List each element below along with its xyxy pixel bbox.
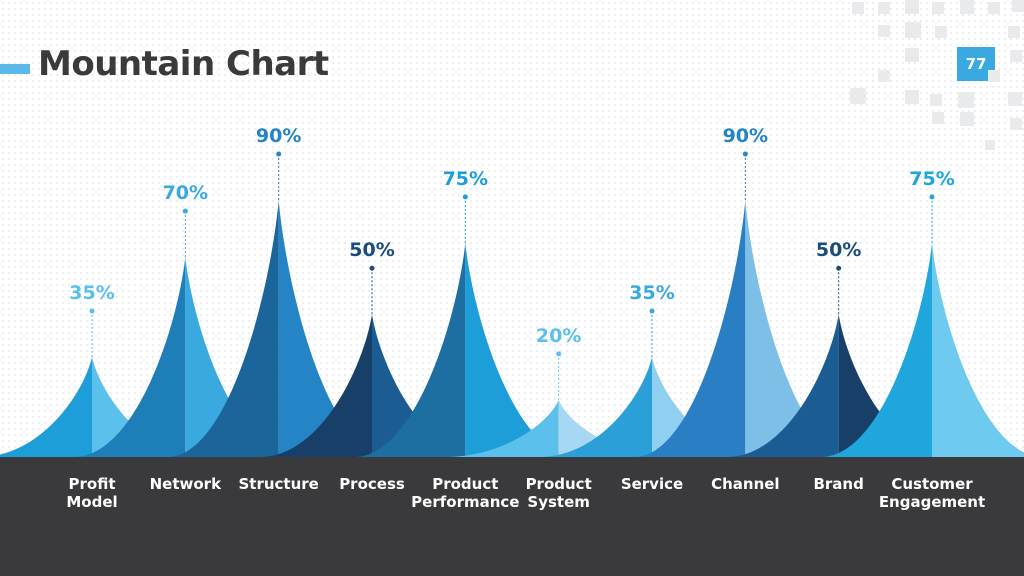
category-label-line: System xyxy=(527,493,590,511)
mountain-peak-right-3 xyxy=(278,200,389,457)
mountain-peak-left-8 xyxy=(635,200,746,457)
mountain-peak-right-2 xyxy=(185,257,296,457)
mountain-peak-right-8 xyxy=(745,200,856,457)
decorative-square xyxy=(930,94,942,106)
decorative-square xyxy=(932,112,944,124)
mountain-peak-right-6 xyxy=(558,399,669,457)
decorative-square xyxy=(1010,50,1022,62)
decorative-square xyxy=(988,2,1000,14)
category-label-line: Engagement xyxy=(878,493,986,511)
value-label-7: 35% xyxy=(629,282,674,304)
decorative-square xyxy=(850,88,866,104)
category-label-9: Brand xyxy=(779,475,899,493)
category-label-line: Profit xyxy=(68,475,116,493)
category-label-line: Model xyxy=(66,493,118,511)
decorative-square xyxy=(878,70,890,82)
value-label-4: 50% xyxy=(349,239,394,261)
leader-dot-10 xyxy=(929,194,935,200)
leader-dot-9 xyxy=(836,265,842,271)
decorative-square xyxy=(905,22,921,38)
mountain-peak-right-9 xyxy=(838,314,949,457)
value-label-6: 20% xyxy=(536,325,581,347)
decorative-square xyxy=(988,70,1000,82)
value-label-1: 35% xyxy=(69,282,114,304)
decorative-square xyxy=(958,92,974,108)
leader-dot-5 xyxy=(462,194,468,200)
decorative-square xyxy=(960,112,974,126)
value-label-3: 90% xyxy=(256,125,301,147)
page-title: Mountain Chart xyxy=(38,44,329,84)
category-label-line: Structure xyxy=(238,475,319,493)
category-label-10: Customer Engagement xyxy=(872,475,992,511)
category-label-6: Product System xyxy=(499,475,619,511)
category-label-1: Profit Model xyxy=(32,475,152,511)
category-label-line: Product xyxy=(525,475,592,493)
mountain-peak-right-10 xyxy=(932,242,1024,457)
category-label-line: Service xyxy=(620,475,684,493)
decorative-square xyxy=(1010,118,1022,130)
category-label-line: Performance xyxy=(411,493,520,511)
leader-dot-4 xyxy=(369,265,375,271)
decorative-square xyxy=(1008,26,1020,38)
decorative-square xyxy=(960,0,974,14)
decorative-square xyxy=(878,25,890,37)
value-label-8: 90% xyxy=(723,125,768,147)
category-label-3: Structure xyxy=(219,475,339,493)
category-label-line: Process xyxy=(339,475,405,493)
leader-dot-1 xyxy=(89,308,95,314)
decorative-square xyxy=(935,26,947,38)
mountain-peak-left-9 xyxy=(728,314,839,457)
mountain-peak-left-3 xyxy=(168,200,279,457)
title-accent-bar xyxy=(0,64,30,74)
mountain-peak-left-7 xyxy=(542,357,652,457)
mountain-peak-right-4 xyxy=(372,314,482,457)
mountain-peak-left-6 xyxy=(448,399,559,457)
decorative-square xyxy=(1012,0,1024,12)
mountain-peak-right-5 xyxy=(465,242,576,457)
category-label-line: Customer xyxy=(891,475,973,493)
category-label-5: Product Performance xyxy=(405,475,525,511)
decorative-square xyxy=(852,2,864,14)
leader-dot-6 xyxy=(556,351,562,357)
category-label-7: Service xyxy=(592,475,712,493)
decorative-square xyxy=(905,0,919,14)
leader-dot-8 xyxy=(742,151,748,157)
mountain-peak-left-2 xyxy=(75,257,186,457)
category-label-line: Network xyxy=(149,475,222,493)
leader-dot-3 xyxy=(276,151,282,157)
value-label-10: 75% xyxy=(909,168,954,190)
decorative-square xyxy=(1008,92,1022,106)
decorative-square xyxy=(905,48,919,62)
mountain-peak-left-5 xyxy=(355,242,466,457)
category-label-4: Process xyxy=(312,475,432,493)
decorative-square xyxy=(905,90,919,104)
decorative-square xyxy=(878,2,890,14)
leader-dot-2 xyxy=(182,208,188,214)
value-label-2: 70% xyxy=(163,182,208,204)
category-label-2: Network xyxy=(125,475,245,493)
decorative-square xyxy=(985,140,995,150)
mountain-peak-left-1 xyxy=(0,357,92,457)
category-footer-band xyxy=(0,457,1024,576)
decorative-square xyxy=(932,2,944,14)
mountain-peak-left-4 xyxy=(262,314,372,457)
value-label-5: 75% xyxy=(443,168,488,190)
category-label-line: Channel xyxy=(711,475,780,493)
category-label-line: Brand xyxy=(813,475,864,493)
mountain-peak-left-10 xyxy=(822,242,932,457)
category-label-line: Product xyxy=(432,475,499,493)
category-label-8: Channel xyxy=(685,475,805,493)
leader-dot-7 xyxy=(649,308,655,314)
value-label-9: 50% xyxy=(816,239,861,261)
